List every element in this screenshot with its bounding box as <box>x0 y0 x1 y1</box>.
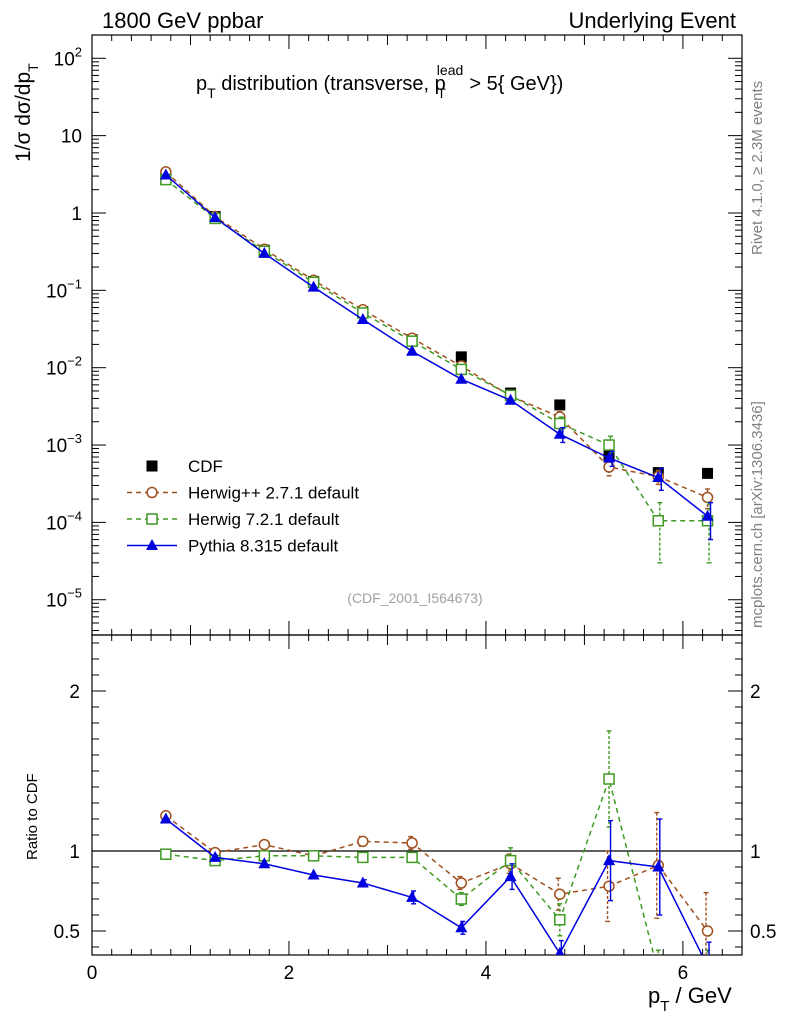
ratio-data-point <box>603 880 615 892</box>
main-data-point <box>406 344 419 356</box>
legend-marker <box>146 539 158 550</box>
main-data-point <box>258 246 271 258</box>
ratio-series-group <box>159 730 714 978</box>
main-series-line <box>165 174 708 517</box>
header-left: 1800 GeV ppbar <box>102 8 263 33</box>
ratio-data-point <box>307 868 320 880</box>
ratio-panel-frame <box>91 634 743 956</box>
y-tick-label-main: 10−5 <box>46 586 82 612</box>
y-tick-label-main: 102 <box>54 44 82 70</box>
main-data-point <box>701 491 714 504</box>
ratio-data-point <box>357 851 369 864</box>
legend: CDF Herwig++ 2.7.1 default Herwig 7.2.1 de… <box>127 457 359 556</box>
ratio-data-point <box>406 851 418 864</box>
legend-label: Pythia 8.315 default <box>188 537 339 556</box>
ratio-data-point <box>703 968 713 978</box>
main-data-point <box>553 427 566 439</box>
main-data-point <box>603 451 616 463</box>
ratio-data-point <box>356 876 369 888</box>
ratio-data-point <box>701 925 714 937</box>
x-tick-label: 6 <box>678 963 689 984</box>
y-tick-label-ratio-right: 2 <box>750 682 761 703</box>
ratio-data-point <box>406 890 419 902</box>
y-axis-label-ratio: Ratio to CDF <box>24 773 41 860</box>
ratio-data-point <box>455 877 468 889</box>
analysis-id-watermark: (CDF_2001_I564673) <box>347 590 482 606</box>
ratio-data-point <box>554 914 566 926</box>
ratio-data-point <box>603 773 615 785</box>
ratio-data-point <box>258 838 271 851</box>
main-series-group <box>159 166 714 564</box>
plot-title: pT distribution (transverse, plead T > 5{… <box>196 62 563 101</box>
ratio-data-point <box>504 854 517 867</box>
y-tick-label-main: 1 <box>71 204 82 225</box>
main-data-point <box>455 351 467 363</box>
y-tick-label-ratio-right: 0.5 <box>750 922 776 943</box>
y-tick-label-ratio-right: 1 <box>750 842 761 863</box>
main-data-point <box>701 509 714 521</box>
ratio-data-point <box>504 870 517 882</box>
x-tick-label: 0 <box>87 963 98 984</box>
main-series-line <box>165 179 708 522</box>
rivet-version-label: Rivet 4.1.0, ≥ 2.3M events <box>749 81 766 255</box>
ratio-data-point <box>555 946 565 955</box>
header-right: Underlying Event <box>568 8 736 33</box>
main-data-point <box>455 372 468 384</box>
ratio-data-point <box>159 812 172 824</box>
main-data-point <box>554 399 566 411</box>
main-data-point <box>504 393 517 405</box>
x-tick-label: 4 <box>481 963 492 984</box>
ratio-data-point <box>209 850 222 862</box>
y-axis-label-main: 1/σ dσ/dpT <box>12 63 41 162</box>
y-tick-label-main: 10−2 <box>46 354 82 380</box>
y-tick-label-main: 10−1 <box>46 276 82 302</box>
legend-label: Herwig 7.2.1 default <box>188 510 339 529</box>
ratio-axes: 0 2 4 6 0.5 0.5 1 1 2 2 <box>54 635 776 984</box>
main-data-point <box>406 335 418 347</box>
main-data-point <box>356 312 369 324</box>
ratio-data-point <box>603 854 616 866</box>
main-data-point <box>652 514 665 527</box>
ratio-series-line <box>165 776 655 955</box>
y-tick-label-ratio: 0.5 <box>54 922 80 943</box>
main-data-point <box>603 439 615 451</box>
ratio-data-point <box>307 850 320 862</box>
ratio-data-point <box>160 848 172 860</box>
y-tick-label-ratio: 1 <box>69 842 80 863</box>
main-data-point <box>209 211 222 223</box>
legend-marker <box>146 486 158 499</box>
ratio-data-point <box>406 837 418 849</box>
y-tick-label-main: 10−4 <box>46 508 82 534</box>
legend-marker <box>146 513 158 525</box>
main-series-line <box>165 171 708 499</box>
legend-label: CDF <box>188 457 223 476</box>
y-tick-label-main: 10 <box>61 127 82 148</box>
ratio-series-line <box>165 818 703 955</box>
y-tick-label-main: 10−3 <box>46 431 82 457</box>
x-tick-label: 2 <box>284 963 295 984</box>
main-data-point <box>702 467 714 479</box>
x-axis-label: pT / GeV <box>648 983 732 1015</box>
legend-marker <box>146 460 158 472</box>
y-tick-label-ratio: 2 <box>69 682 80 703</box>
ratio-data-point <box>455 893 468 905</box>
ratio-data-point <box>455 921 468 933</box>
ratio-data-point <box>702 960 714 971</box>
legend-label: Herwig++ 2.7.1 default <box>188 484 359 503</box>
ratio-data-point <box>357 835 369 848</box>
ratio-data-point <box>652 860 665 872</box>
ratio-series-line <box>165 815 709 932</box>
mcplots-label: mcplots.cern.ch [arXiv:1306.3436] <box>749 401 766 628</box>
ratio-data-point <box>258 857 271 869</box>
ratio-data-point <box>554 888 566 900</box>
main-data-point <box>652 471 665 483</box>
main-data-point <box>159 168 172 180</box>
main-axes: 10−5 10−4 10−3 10−2 10−1 1 10 102 <box>46 34 743 635</box>
ratio-data-point <box>653 968 663 978</box>
main-data-point <box>307 280 320 292</box>
